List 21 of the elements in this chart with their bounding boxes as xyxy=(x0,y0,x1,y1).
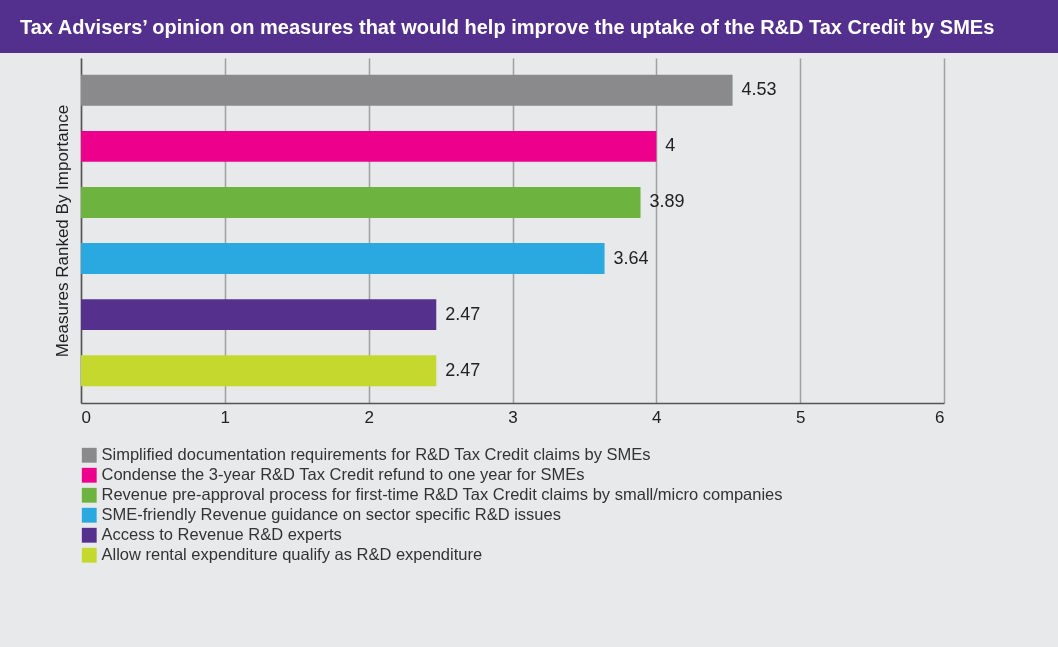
x-tick-label: 1 xyxy=(220,407,231,427)
legend-label: Access to Revenue R&D experts xyxy=(101,525,342,544)
data-label: 3.64 xyxy=(613,247,649,268)
data-label: 3.89 xyxy=(649,191,685,212)
data-label: 4 xyxy=(665,135,676,156)
legend-label: Revenue pre-approval process for first-time R&D Tax Credit claims by small/micro companies xyxy=(101,485,783,504)
y-axis-title: Measures Ranked By Importance xyxy=(52,104,72,358)
data-label: 2.47 xyxy=(445,303,481,324)
data-label: 4.53 xyxy=(741,79,777,100)
x-tick-label: 3 xyxy=(508,407,518,427)
chart-title: Tax Advisers’ opinion on measures that would help improve the uptake of the R&D Tax Credit by SMEs xyxy=(0,0,1058,53)
x-tick-label: 6 xyxy=(935,407,945,427)
legend-label: Condense the 3-year R&D Tax Credit refund to one year for SMEs xyxy=(101,465,585,484)
legend-label: SME-friendly Revenue guidance on sector specific R&D issues xyxy=(101,505,561,524)
x-tick-label: 5 xyxy=(795,407,806,427)
x-tick-label: 0 xyxy=(81,407,91,427)
x-tick-label: 2 xyxy=(364,407,374,427)
data-label: 2.47 xyxy=(445,359,481,380)
legend-label: Simplified documentation requirements for R&D Tax Credit claims by SMEs xyxy=(101,445,651,464)
x-tick-label: 4 xyxy=(652,407,662,427)
legend-label: Allow rental expenditure qualify as R&D expenditure xyxy=(101,545,483,564)
